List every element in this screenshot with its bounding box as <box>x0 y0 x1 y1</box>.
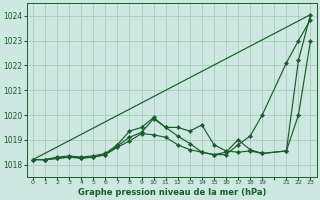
X-axis label: Graphe pression niveau de la mer (hPa): Graphe pression niveau de la mer (hPa) <box>77 188 266 197</box>
